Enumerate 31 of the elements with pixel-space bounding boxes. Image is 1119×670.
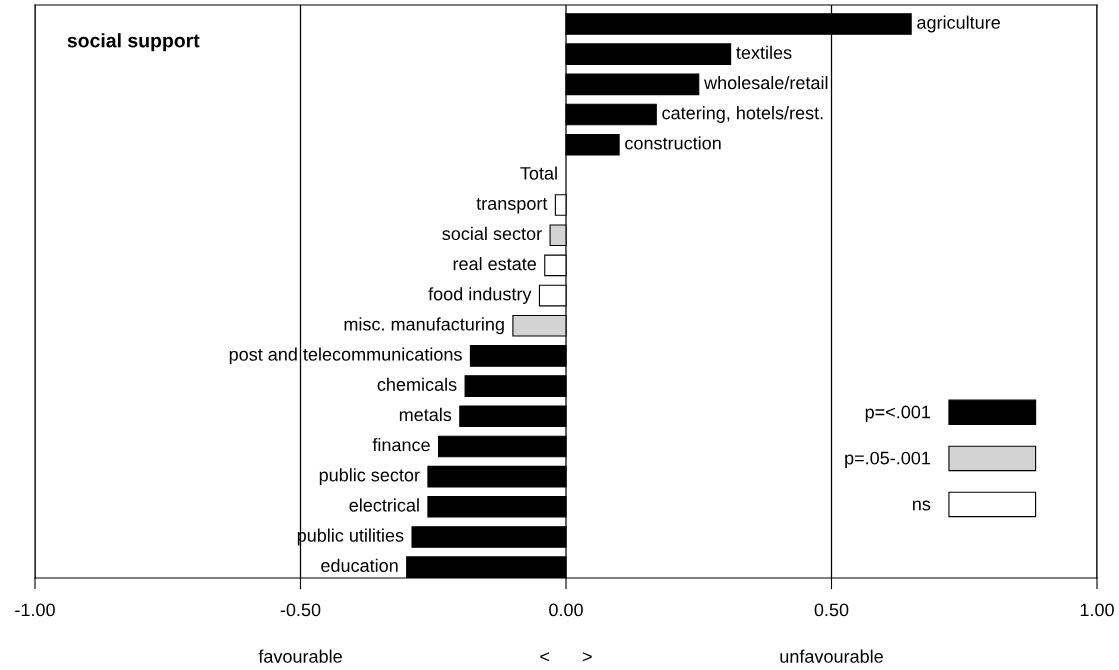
text: social support (67, 33, 200, 52)
y-tick-label: metals (399, 407, 452, 422)
y-tick-label: catering, hotels/rest. (662, 106, 823, 123)
y-tick-label: post and telecommunications (229, 347, 462, 365)
y-tick-label: construction (625, 136, 721, 150)
y-tick-label: transport (476, 198, 548, 214)
y-tick-label: real estate (453, 256, 536, 271)
y-tick-label: food industry (428, 287, 532, 304)
y-tick-label: social sector (442, 226, 542, 241)
y-tick-label: electrical (349, 498, 419, 512)
y-tick-label: education (321, 558, 398, 572)
text: unfavourable (780, 649, 883, 663)
legend-label: p=<.001 (865, 405, 931, 422)
x-tick-label: 0.00 (549, 603, 583, 617)
legend-label: p=.05-.001 (845, 451, 931, 468)
x-tick-label: 0.50 (814, 603, 849, 617)
y-tick-label: textiles (736, 45, 792, 60)
text: favourable (258, 649, 342, 663)
x-tick-label: 1.00 (1080, 603, 1114, 617)
y-tick-label: finance (372, 438, 430, 452)
y-tick-label: misc. manufacturing (344, 317, 504, 335)
y-tick-label: wholesale/retail (704, 75, 828, 90)
text: < (540, 652, 550, 662)
text: > (582, 652, 592, 662)
x-tick-label: -1.00 (15, 603, 55, 617)
y-tick-label: public sector (319, 468, 420, 486)
legend-label: ns (913, 500, 931, 511)
x-tick-label: -0.50 (280, 603, 321, 617)
y-tick-label: Total (520, 166, 557, 180)
y-tick-label: chemicals (377, 377, 457, 391)
y-tick-label: agriculture (917, 15, 1000, 33)
